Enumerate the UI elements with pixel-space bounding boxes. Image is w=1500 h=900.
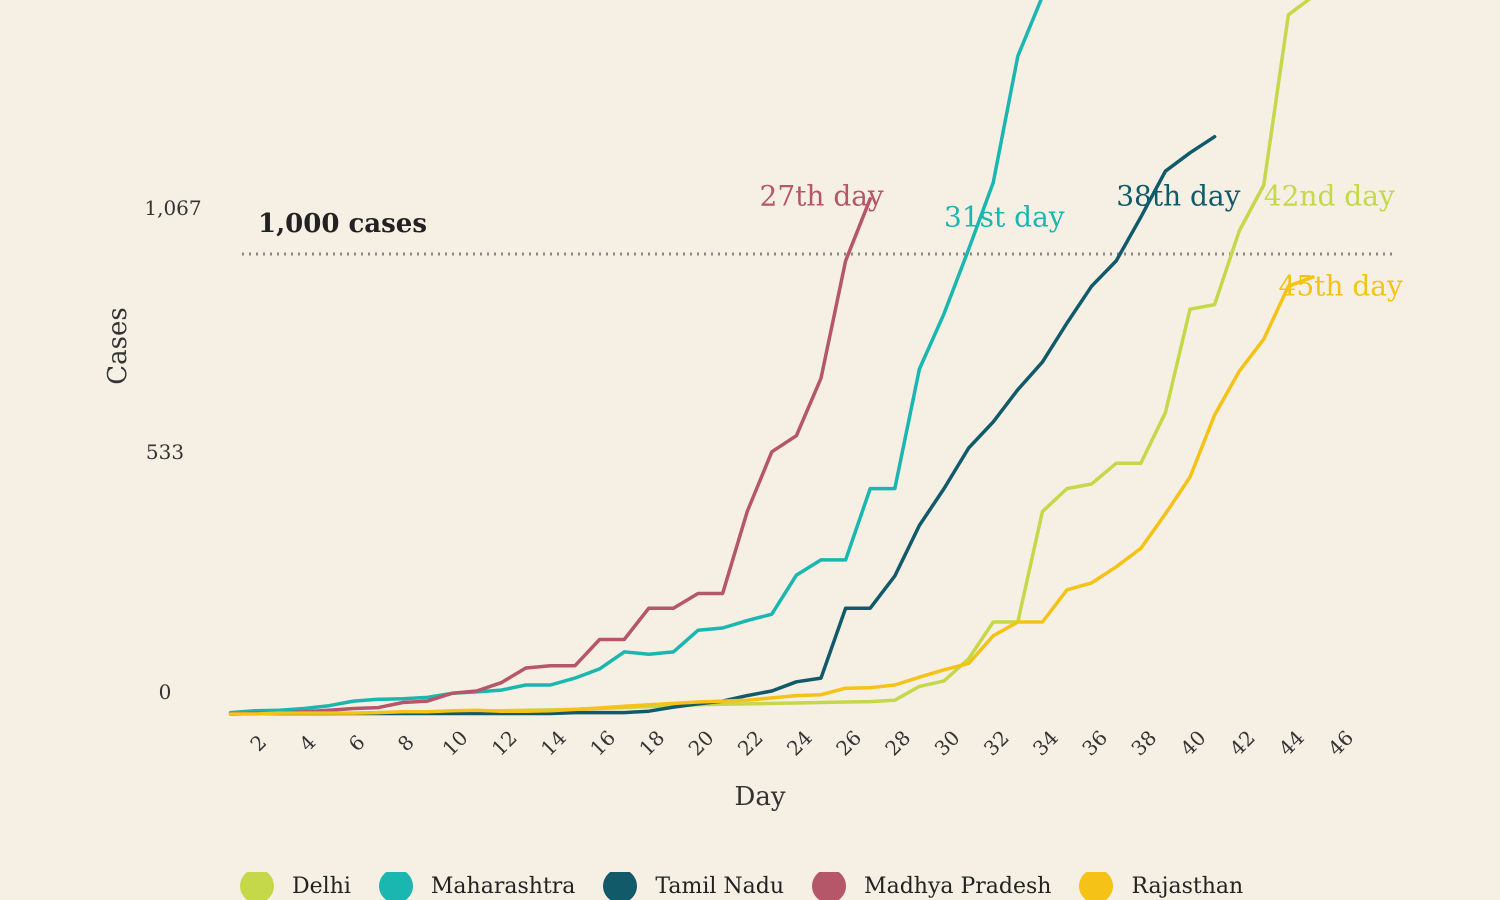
x-axis-ticks: 2 4 6 8 10 12 14 16 18 20 22 24 26 28 30 32 34 36 38 40 42 44… [245, 726, 1358, 761]
legend-item-maharashtra: Maharashtra [378, 872, 576, 900]
x-tick-label: 34 [1028, 726, 1063, 761]
legend-label: Rajasthan [1131, 873, 1244, 899]
legend-label: Delhi [292, 873, 351, 899]
x-tick-label: 18 [634, 726, 669, 761]
x-tick-label: 22 [733, 726, 768, 761]
annotation-tamil-nadu: 38th day [1116, 180, 1240, 213]
x-tick-label: 32 [979, 726, 1014, 761]
series-line-maharashtra [228, 0, 1043, 715]
x-tick-label: 10 [438, 726, 473, 761]
legend-item-delhi: Delhi [240, 872, 351, 900]
reference-line-label: 1,000 cases [258, 209, 427, 239]
x-axis-title: Day [734, 782, 785, 812]
x-tick-label: 42 [1225, 726, 1260, 761]
x-tick-label: 14 [536, 726, 571, 761]
chart-legend: Delhi Maharashtra Tamil Nadu Madhya Pradesh… [240, 872, 1340, 900]
x-tick-label: 28 [880, 726, 915, 761]
series-line-delhi [228, 0, 1312, 716]
y-tick-label: 1,067 [144, 196, 201, 220]
legend-swatch [378, 872, 413, 900]
x-tick-label: 44 [1274, 726, 1309, 761]
x-tick-label: 6 [344, 730, 370, 756]
legend-label: Maharashtra [430, 873, 576, 899]
x-tick-label: 8 [393, 730, 419, 756]
reference-line-group: 1,000 cases [242, 209, 1395, 256]
annotation-maharashtra: 31st day [944, 200, 1065, 233]
x-tick-label: 46 [1323, 726, 1358, 761]
y-tick-label: 533 [146, 440, 184, 464]
legend-item-madhya-pradesh: Madhya Pradesh [812, 872, 1051, 900]
x-tick-label: 16 [585, 726, 620, 761]
legend-swatch [812, 872, 847, 900]
legend-item-rajasthan: Rajasthan [1079, 872, 1243, 900]
legend-item-tamil-nadu: Tamil Nadu [603, 872, 784, 900]
legend-swatch [1079, 872, 1114, 900]
series-lines [228, 0, 1315, 716]
series-line-madhya-pradesh [228, 197, 872, 716]
y-tick-label: 0 [159, 680, 172, 704]
legend-label: Madhya Pradesh [864, 873, 1052, 899]
x-tick-label: 24 [782, 726, 817, 761]
x-tick-label: 12 [487, 726, 522, 761]
legend-swatch [603, 872, 638, 900]
x-tick-label: 36 [1077, 726, 1112, 761]
x-tick-label: 38 [1126, 726, 1161, 761]
annotation-rajasthan: 45th day [1279, 269, 1403, 302]
x-tick-label: 26 [831, 726, 866, 761]
legend-swatch [240, 872, 274, 900]
x-tick-label: 20 [684, 726, 719, 761]
annotation-delhi: 42nd day [1264, 180, 1395, 213]
x-tick-label: 4 [294, 730, 320, 756]
annotation-madhya-pradesh: 27th day [760, 180, 884, 213]
series-annotations: 42nd day 31st day 38th day 27th day 45th day [760, 180, 1403, 303]
series-line-rajasthan [228, 275, 1315, 716]
y-axis-title: Cases [103, 307, 133, 384]
x-tick-label: 40 [1176, 726, 1211, 761]
x-tick-label: 2 [245, 730, 271, 756]
x-tick-label: 30 [930, 726, 965, 761]
y-axis-ticks: 0 533 1,067 [144, 196, 201, 704]
legend-label: Tamil Nadu [655, 873, 785, 899]
